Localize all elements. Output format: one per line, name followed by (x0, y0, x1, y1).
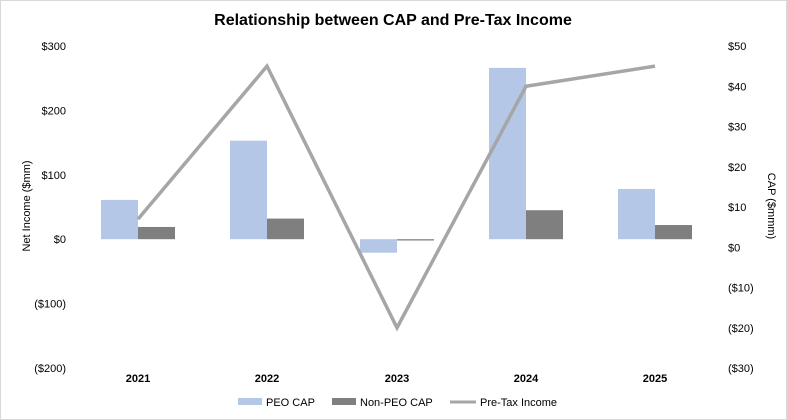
category-label: 2021 (126, 373, 150, 385)
category-label: 2024 (514, 373, 539, 385)
right-tick-label: ($20) (728, 323, 754, 335)
non-peo-cap-bar-2023 (397, 239, 434, 241)
left-tick-label: $0 (54, 234, 66, 246)
non-peo-cap-bar-2025 (655, 225, 692, 240)
peo-cap-bar-2025 (618, 188, 655, 240)
left-tick-label: ($100) (34, 299, 66, 311)
legend-pre-tax-income-label: Pre-Tax Income (480, 397, 557, 409)
legend-peo-cap-label: PEO CAP (266, 397, 315, 409)
left-tick-label: $300 (42, 41, 66, 53)
right-tick-label: $30 (728, 122, 746, 134)
left-axis-ticks: $300 $200 $100 $0 ($100) ($200) (34, 41, 66, 375)
legend-pre-tax-income: Pre-Tax Income (450, 397, 557, 409)
right-tick-label: $20 (728, 162, 746, 174)
right-tick-label: ($30) (728, 363, 754, 375)
legend-peo-cap-swatch (238, 398, 262, 405)
pre-tax-income-line (136, 62, 656, 332)
right-axis-ticks: $50 $40 $30 $20 $10 $0 ($10) ($20) ($30) (728, 41, 754, 375)
legend-peo-cap: PEO CAP (238, 397, 315, 409)
category-label: 2022 (255, 373, 279, 385)
peo-cap-bar-2023 (360, 239, 397, 253)
category-label: 2025 (643, 373, 667, 385)
legend-non-peo-cap: Non-PEO CAP (332, 397, 433, 409)
peo-cap-bar-2021 (101, 199, 138, 240)
chart-title: Relationship between CAP and Pre-Tax Inc… (214, 12, 572, 29)
category-label: 2023 (385, 373, 409, 385)
category-labels: 2021 2022 2023 2024 2025 (126, 373, 667, 385)
line-series (136, 62, 656, 332)
non-peo-cap-bar-2024 (526, 210, 563, 240)
peo-cap-bar-2022 (230, 140, 267, 240)
right-tick-label: $50 (728, 41, 746, 53)
non-peo-cap-bar-2022 (267, 218, 304, 240)
legend: PEO CAP Non-PEO CAP Pre-Tax Income (238, 397, 557, 409)
left-tick-label: ($200) (34, 363, 66, 375)
right-axis-title: CAP ($mmm) (765, 173, 777, 239)
non-peo-cap-bar-2021 (138, 226, 175, 240)
left-tick-label: $100 (42, 170, 66, 182)
right-tick-label: ($10) (728, 283, 754, 295)
right-tick-label: $40 (728, 81, 746, 93)
legend-non-peo-cap-swatch (332, 398, 356, 405)
right-tick-label: $0 (728, 242, 740, 254)
left-tick-label: $200 (42, 105, 66, 117)
legend-non-peo-cap-label: Non-PEO CAP (360, 397, 433, 409)
right-tick-label: $10 (728, 202, 746, 214)
left-axis-title: Net Income ($mm) (21, 160, 33, 251)
